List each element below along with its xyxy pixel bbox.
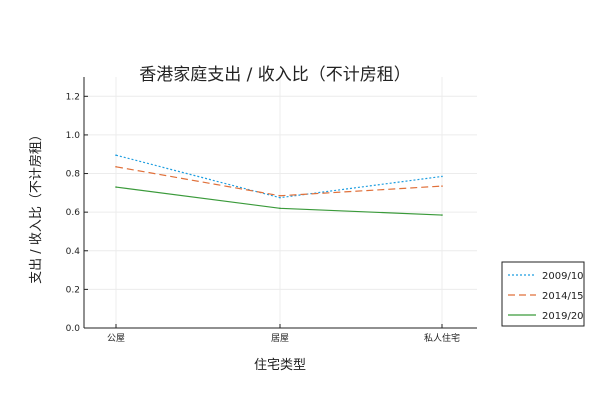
legend-label: 2009/10	[542, 271, 584, 282]
data-point	[441, 214, 443, 216]
y-tick-label: 0.4	[66, 247, 81, 257]
legend-label: 2014/15	[542, 291, 584, 302]
y-tick-label: 0.0	[66, 324, 81, 334]
data-point	[279, 197, 281, 199]
y-tick-label: 0.6	[66, 208, 81, 218]
y-tick-label: 1.0	[66, 131, 81, 141]
y-tick-label: 0.8	[66, 170, 81, 180]
legend: 2009/10 2014/15 2019/20	[502, 262, 584, 326]
y-axis-title: 支出 / 收入比（不计房租）	[28, 128, 44, 284]
x-tick-label: 私人住宅	[424, 332, 460, 344]
x-tick-label: 公屋	[107, 333, 125, 344]
data-point	[279, 195, 281, 197]
data-point	[115, 154, 117, 156]
chart-title: 香港家庭支出 / 收入比（不计房租）	[139, 65, 411, 85]
y-tick-label: 1.2	[66, 92, 80, 102]
data-point	[115, 186, 117, 188]
data-point	[441, 185, 443, 187]
data-point	[115, 166, 117, 168]
x-axis-title: 住宅类型	[254, 358, 306, 373]
y-tick-label: 0.2	[66, 285, 80, 295]
data-point	[279, 207, 281, 209]
legend-label: 2019/20	[542, 311, 584, 322]
x-tick-label: 居屋	[271, 333, 289, 344]
data-point	[441, 176, 443, 178]
